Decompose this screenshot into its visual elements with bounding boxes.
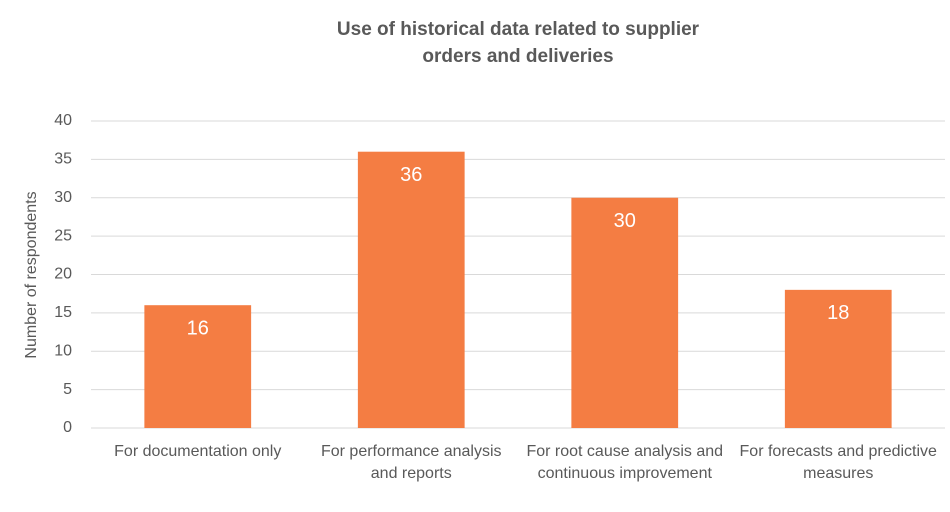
data-label: 30 [614,210,636,232]
bar [784,289,892,428]
data-label: 36 [400,164,422,186]
y-tick-label: 20 [54,266,72,283]
data-label: 18 [827,302,849,324]
y-tick-label: 5 [63,381,72,398]
bar [571,197,679,428]
y-tick-label: 35 [54,151,72,168]
y-tick-label: 0 [63,419,72,436]
y-tick-label: 10 [54,342,72,359]
data-label: 16 [187,317,209,339]
x-tick-label: For documentation only [114,443,282,460]
bar [144,305,252,428]
x-tick-label: For forecasts and predictive measures [739,443,937,482]
y-tick-label: 25 [54,227,72,244]
chart-title: Use of historical data related to suppli… [336,19,700,67]
bar [357,151,465,428]
y-axis-label: Number of respondents [23,191,40,358]
x-tick-label: For performance analysis and reports [320,443,502,482]
y-tick-label: 15 [54,304,72,321]
y-tick-label: 30 [54,189,72,206]
y-tick-label: 40 [54,112,72,129]
x-tick-label: For root cause analysis and continuous i… [526,443,724,482]
